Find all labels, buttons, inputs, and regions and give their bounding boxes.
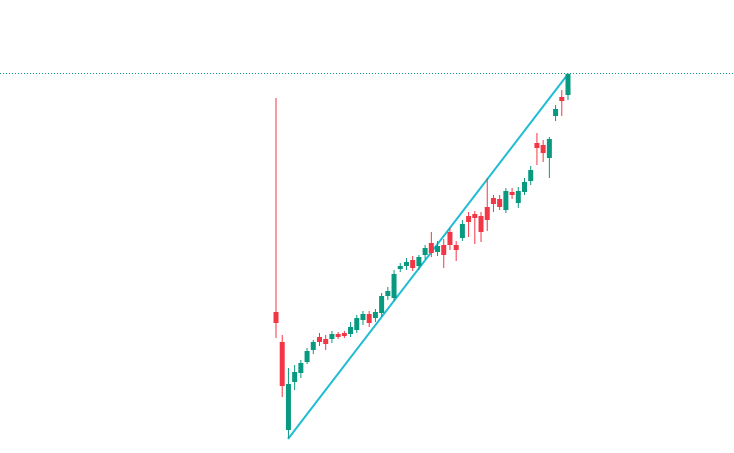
candle-body bbox=[515, 191, 521, 203]
trend-line bbox=[287, 73, 569, 440]
candle-body bbox=[553, 109, 559, 116]
candle-body bbox=[497, 199, 503, 207]
candle-body bbox=[534, 143, 540, 148]
candle-body bbox=[310, 342, 316, 350]
candle-body bbox=[323, 339, 329, 344]
candle-body bbox=[435, 246, 441, 252]
candle-body bbox=[416, 257, 422, 266]
candle-body bbox=[304, 351, 310, 362]
candle-body bbox=[379, 296, 385, 313]
candle-body bbox=[453, 245, 459, 250]
candle-body bbox=[341, 333, 347, 336]
candles bbox=[273, 73, 571, 438]
candle-body bbox=[478, 216, 484, 232]
candle-body bbox=[546, 139, 552, 158]
candle-body bbox=[410, 260, 416, 268]
candle-body bbox=[422, 248, 428, 255]
candle-body bbox=[360, 314, 366, 320]
candle-body bbox=[273, 312, 279, 323]
candle-body bbox=[279, 342, 285, 386]
candle-body bbox=[329, 334, 335, 339]
candle-body bbox=[348, 327, 354, 334]
candle-body bbox=[484, 207, 490, 220]
candle-body bbox=[565, 74, 571, 95]
candle-body bbox=[385, 291, 391, 296]
candle-body bbox=[559, 97, 565, 101]
candle-body bbox=[428, 243, 434, 253]
candle-body bbox=[354, 318, 360, 330]
candle-body bbox=[528, 170, 534, 181]
candle-body bbox=[391, 274, 397, 298]
candle-body bbox=[447, 232, 453, 245]
candle-body bbox=[292, 372, 298, 382]
candle-body bbox=[522, 182, 528, 192]
candle-body bbox=[509, 192, 515, 195]
candle-body bbox=[285, 384, 291, 430]
candle-body bbox=[490, 198, 496, 204]
candle-body bbox=[403, 262, 409, 266]
candle-body bbox=[335, 334, 341, 337]
candle-body bbox=[472, 214, 478, 218]
candle-body bbox=[366, 314, 372, 323]
candle-body bbox=[441, 245, 447, 255]
candle-body bbox=[459, 224, 465, 238]
candle-body bbox=[298, 363, 304, 373]
candle-body bbox=[540, 145, 546, 153]
candle-body bbox=[316, 337, 322, 342]
candle-body bbox=[372, 312, 378, 318]
candle-body bbox=[397, 266, 403, 269]
candle-body bbox=[466, 216, 472, 222]
candle-body bbox=[503, 191, 509, 210]
